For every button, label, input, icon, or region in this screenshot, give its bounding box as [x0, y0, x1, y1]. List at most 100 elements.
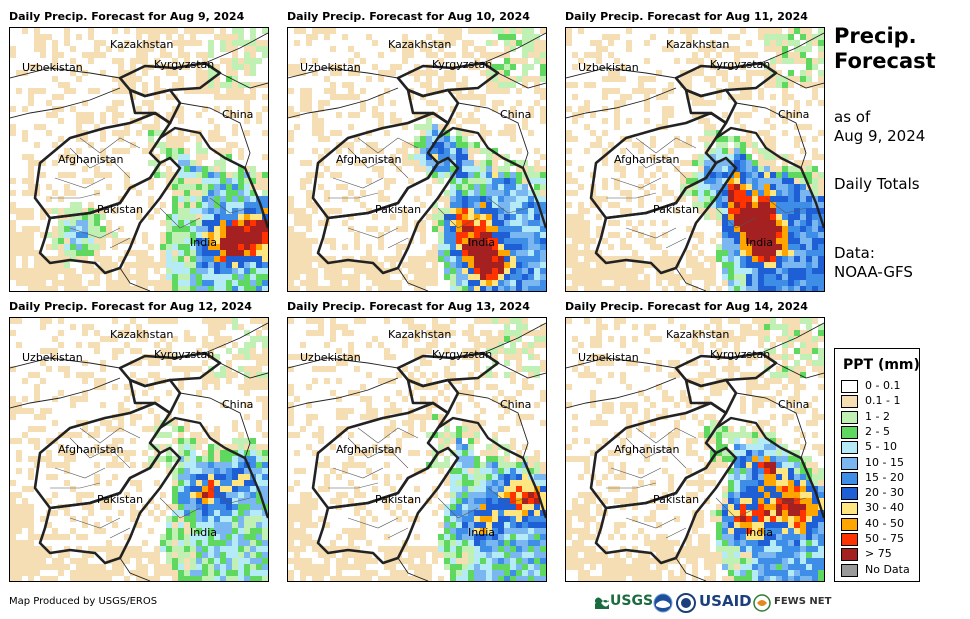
- label-pakistan: Pakistan: [653, 203, 700, 216]
- country-border-thin: [735, 322, 824, 459]
- country-border-thin: [10, 67, 121, 79]
- country-border-thick: [38, 156, 182, 275]
- country-border-thin: [457, 322, 546, 459]
- country-border-thin: [566, 67, 677, 79]
- label-kyrgyzstan: Kyrgyzstan: [710, 58, 771, 71]
- label-afghanistan: Afghanistan: [58, 443, 124, 456]
- country-border-thick: [594, 156, 738, 275]
- province-lines: [328, 427, 529, 539]
- country-border-thick: [437, 126, 546, 229]
- country-border-thick: [316, 156, 460, 275]
- legend-label: 5 - 10: [865, 440, 897, 454]
- country-border-thin: [288, 67, 399, 79]
- legend-label: 1 - 2: [865, 409, 890, 423]
- country-border-thin: [566, 377, 677, 409]
- map-canvas: [10, 318, 268, 581]
- province-lines: [328, 137, 529, 249]
- country-border-thick: [128, 378, 182, 415]
- label-kazakhstan: Kazakhstan: [110, 328, 174, 341]
- legend-label: 0 - 0.1: [865, 379, 901, 392]
- country-border-thin: [179, 322, 268, 459]
- legend-label: 50 - 75: [865, 532, 904, 545]
- label-uzbekistan: Uzbekistan: [22, 351, 83, 364]
- usgs-logo: USGS: [595, 590, 653, 616]
- panel-title: Daily Precip. Forecast for Aug 10, 2024: [287, 10, 530, 23]
- label-uzbekistan: Uzbekistan: [300, 351, 361, 364]
- label-kyrgyzstan: Kyrgyzstan: [710, 348, 771, 361]
- country-border-thin: [10, 357, 121, 369]
- panel-title: Daily Precip. Forecast for Aug 12, 2024: [9, 300, 252, 313]
- country-border-thick: [715, 126, 824, 229]
- country-border-thin: [735, 32, 824, 169]
- forecast-map-aug-11: Kazakhstan Uzbekistan Kyrgyzstan China Afgha…: [565, 27, 825, 292]
- country-border-thick: [684, 88, 738, 125]
- legend-label: > 75: [865, 547, 892, 561]
- legend-label: 2 - 5: [865, 424, 890, 438]
- legend-label: 10 - 15: [865, 455, 904, 469]
- legend-swatch: [841, 548, 858, 562]
- label-afghanistan: Afghanistan: [614, 153, 680, 166]
- legend-swatch: [841, 410, 858, 424]
- legend-label: 15 - 20: [865, 470, 904, 484]
- data-label: Data:: [834, 244, 875, 262]
- label-china: China: [778, 398, 810, 411]
- legend-label: 20 - 30: [865, 486, 904, 500]
- label-afghanistan: Afghanistan: [614, 443, 680, 456]
- label-pakistan: Pakistan: [97, 203, 144, 216]
- province-lines: [50, 137, 251, 249]
- forecast-map-aug-9: Kazakhstan Uzbekistan Kyrgyzstan China Afgha…: [9, 27, 269, 292]
- label-kazakhstan: Kazakhstan: [666, 328, 730, 341]
- country-border-thin: [288, 357, 399, 369]
- sidebar-title: Precip. Forecast: [834, 24, 936, 73]
- country-border-thin: [10, 87, 121, 119]
- country-border-thick: [159, 416, 268, 519]
- label-india: India: [468, 236, 495, 249]
- label-kazakhstan: Kazakhstan: [388, 38, 452, 51]
- panel-title: Daily Precip. Forecast for Aug 13, 2024: [287, 300, 530, 313]
- precip-grid: [288, 318, 546, 581]
- label-india: India: [190, 526, 217, 539]
- label-pakistan: Pakistan: [375, 203, 422, 216]
- legend-label: 0.1 - 1: [865, 394, 901, 408]
- daily-totals-label: Daily Totals: [834, 175, 920, 193]
- label-uzbekistan: Uzbekistan: [578, 351, 639, 364]
- map-canvas: [10, 28, 268, 291]
- legend-swatch: [841, 517, 858, 531]
- label-pakistan: Pakistan: [653, 493, 700, 506]
- panel-title: Daily Precip. Forecast for Aug 14, 2024: [565, 300, 808, 313]
- legend-swatch: [841, 441, 858, 455]
- legend-swatch: [841, 380, 858, 393]
- fews-net-logo: FEWS NET: [753, 590, 831, 616]
- label-afghanistan: Afghanistan: [336, 153, 402, 166]
- province-lines: [606, 427, 807, 539]
- legend-swatch: [841, 502, 858, 516]
- label-china: China: [222, 398, 254, 411]
- map-canvas: [288, 318, 546, 581]
- dhs-seal-logo: [676, 590, 696, 616]
- credit-text: Map Produced by USGS/EROS: [9, 596, 158, 607]
- country-border-thin: [288, 377, 399, 409]
- country-border-thick: [594, 446, 738, 565]
- label-china: China: [222, 108, 254, 121]
- label-china: China: [500, 398, 532, 411]
- legend-label: No Data: [865, 562, 910, 576]
- label-kyrgyzstan: Kyrgyzstan: [154, 348, 215, 361]
- legend-title: PPT (mm): [843, 357, 920, 373]
- country-border-thin: [566, 357, 677, 369]
- forecast-map-aug-13: Kazakhstan Uzbekistan Kyrgyzstan China Afgha…: [287, 317, 547, 582]
- partner-logos: USGS USAID FEWS NET: [595, 590, 831, 616]
- map-canvas: [566, 28, 824, 291]
- legend-label: 40 - 50: [865, 516, 904, 530]
- label-kyrgyzstan: Kyrgyzstan: [432, 348, 493, 361]
- country-border-thick: [128, 88, 182, 125]
- country-border-thin: [179, 32, 268, 169]
- country-border-thick: [38, 446, 182, 565]
- precip-grid: [10, 28, 268, 291]
- forecast-map-aug-12: Kazakhstan Uzbekistan Kyrgyzstan China Afgha…: [9, 317, 269, 582]
- label-kazakhstan: Kazakhstan: [666, 38, 730, 51]
- legend-label: 30 - 40: [865, 501, 904, 515]
- label-india: India: [746, 236, 773, 249]
- label-pakistan: Pakistan: [375, 493, 422, 506]
- country-border-thick: [159, 126, 268, 229]
- country-border-thick: [684, 378, 738, 415]
